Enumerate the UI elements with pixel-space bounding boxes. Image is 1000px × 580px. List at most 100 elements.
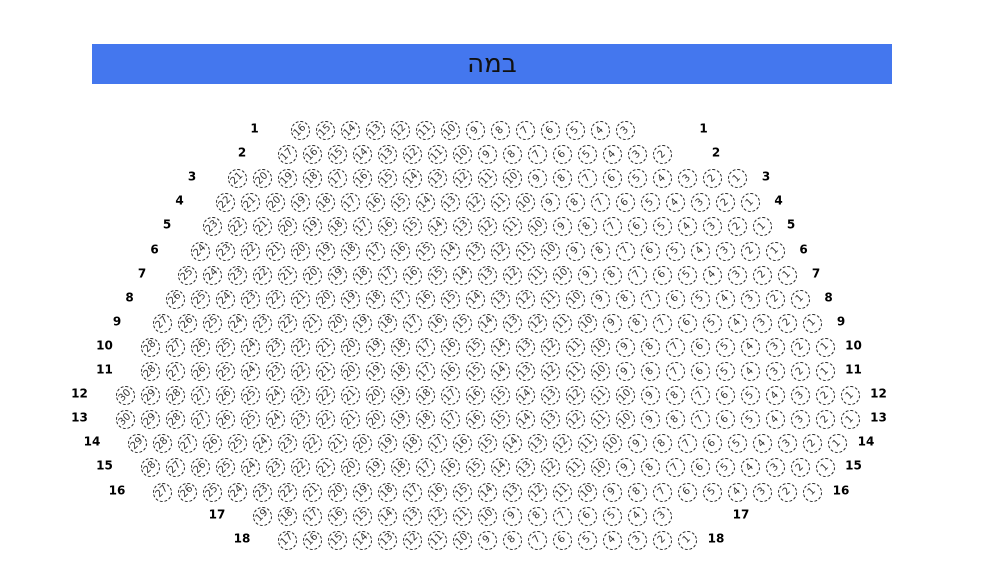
seat-row-4-8[interactable]: 8 <box>565 193 585 213</box>
seat-row-9-1[interactable]: 1 <box>803 313 822 333</box>
seat-row-16-22[interactable]: 22 <box>278 482 297 502</box>
seat-row-10-11[interactable]: 11 <box>565 337 585 357</box>
seat-row-14-25[interactable]: 25 <box>228 434 247 454</box>
seat-row-5-5[interactable]: 5 <box>653 217 672 237</box>
seat-row-4-9[interactable]: 9 <box>540 193 560 213</box>
seat-row-18-13[interactable]: 13 <box>378 530 397 550</box>
seat-row-1-12[interactable]: 12 <box>390 121 410 140</box>
seat-row-18-9[interactable]: 9 <box>478 530 497 550</box>
seat-row-7-13[interactable]: 13 <box>478 265 497 285</box>
seat-row-13-20[interactable]: 20 <box>365 410 385 430</box>
seat-row-15-3[interactable]: 3 <box>765 458 785 478</box>
seat-row-10-24[interactable]: 24 <box>240 337 260 357</box>
seat-row-4-14[interactable]: 14 <box>415 193 435 213</box>
seat-row-18-3[interactable]: 3 <box>628 530 647 550</box>
seat-row-11-22[interactable]: 22 <box>290 362 310 381</box>
seat-row-13-24[interactable]: 24 <box>265 410 285 430</box>
seat-row-2-14[interactable]: 14 <box>353 145 372 165</box>
seat-row-17-3[interactable]: 3 <box>653 506 672 526</box>
seat-row-7-9[interactable]: 9 <box>578 265 597 285</box>
seat-row-7-6[interactable]: 6 <box>653 265 672 285</box>
seat-row-5-1[interactable]: 1 <box>753 217 772 237</box>
seat-row-2-6[interactable]: 6 <box>553 145 572 165</box>
seat-row-12-22[interactable]: 22 <box>315 386 335 406</box>
seat-row-2-5[interactable]: 5 <box>578 145 597 165</box>
seat-row-6-17[interactable]: 17 <box>365 241 385 261</box>
seat-row-11-27[interactable]: 27 <box>165 362 185 381</box>
seat-row-14-7[interactable]: 7 <box>678 434 697 454</box>
seat-row-16-25[interactable]: 25 <box>203 482 222 502</box>
seat-row-9-26[interactable]: 26 <box>178 313 197 333</box>
seat-row-8-5[interactable]: 5 <box>690 289 710 309</box>
seat-row-14-12[interactable]: 12 <box>553 434 572 454</box>
seat-row-7-15[interactable]: 15 <box>428 265 447 285</box>
seat-row-13-2[interactable]: 2 <box>815 410 835 430</box>
seat-row-4-11[interactable]: 11 <box>490 193 510 213</box>
seat-row-16-1[interactable]: 1 <box>803 482 822 502</box>
seat-row-8-7[interactable]: 7 <box>640 289 660 309</box>
seat-row-16-11[interactable]: 11 <box>553 482 572 502</box>
seat-row-10-14[interactable]: 14 <box>490 337 510 357</box>
seat-row-10-1[interactable]: 1 <box>815 337 835 357</box>
seat-row-11-8[interactable]: 8 <box>640 362 660 381</box>
seat-row-3-15[interactable]: 15 <box>378 169 397 189</box>
seat-row-16-8[interactable]: 8 <box>628 482 647 502</box>
seat-row-11-2[interactable]: 2 <box>790 362 810 381</box>
seat-row-6-20[interactable]: 20 <box>290 241 310 261</box>
seat-row-15-26[interactable]: 26 <box>190 458 210 478</box>
seat-row-13-9[interactable]: 9 <box>640 410 660 430</box>
seat-row-11-20[interactable]: 20 <box>340 362 360 381</box>
seat-row-17-19[interactable]: 19 <box>253 506 272 526</box>
seat-row-8-16[interactable]: 16 <box>415 289 435 309</box>
seat-row-9-16[interactable]: 16 <box>428 313 447 333</box>
seat-row-9-5[interactable]: 5 <box>703 313 722 333</box>
seat-row-13-16[interactable]: 16 <box>465 410 485 430</box>
seat-row-11-24[interactable]: 24 <box>240 362 260 381</box>
seat-row-5-14[interactable]: 14 <box>428 217 447 237</box>
seat-row-4-15[interactable]: 15 <box>390 193 410 213</box>
seat-row-3-19[interactable]: 19 <box>278 169 297 189</box>
seat-row-4-4[interactable]: 4 <box>665 193 685 213</box>
seat-row-6-16[interactable]: 16 <box>390 241 410 261</box>
seat-row-6-21[interactable]: 21 <box>265 241 285 261</box>
seat-row-7-19[interactable]: 19 <box>328 265 347 285</box>
seat-row-13-27[interactable]: 27 <box>190 410 210 430</box>
seat-row-7-25[interactable]: 25 <box>178 265 197 285</box>
seat-row-13-13[interactable]: 13 <box>540 410 560 430</box>
seat-row-3-21[interactable]: 21 <box>228 169 247 189</box>
seat-row-4-6[interactable]: 6 <box>615 193 635 213</box>
seat-row-18-11[interactable]: 11 <box>428 530 447 550</box>
seat-row-15-14[interactable]: 14 <box>490 458 510 478</box>
seat-row-14-9[interactable]: 9 <box>628 434 647 454</box>
seat-row-5-22[interactable]: 22 <box>228 217 247 237</box>
seat-row-5-9[interactable]: 9 <box>553 217 572 237</box>
seat-row-15-18[interactable]: 18 <box>390 458 410 478</box>
seat-row-13-26[interactable]: 26 <box>215 410 235 430</box>
seat-row-13-23[interactable]: 23 <box>290 410 310 430</box>
seat-row-14-23[interactable]: 23 <box>278 434 297 454</box>
seat-row-17-7[interactable]: 7 <box>553 506 572 526</box>
seat-row-14-8[interactable]: 8 <box>653 434 672 454</box>
seat-row-11-10[interactable]: 10 <box>590 362 610 381</box>
seat-row-12-23[interactable]: 23 <box>290 386 310 406</box>
seat-row-9-25[interactable]: 25 <box>203 313 222 333</box>
seat-row-16-13[interactable]: 13 <box>503 482 522 502</box>
seat-row-8-4[interactable]: 4 <box>715 289 735 309</box>
seat-row-7-21[interactable]: 21 <box>278 265 297 285</box>
seat-row-17-9[interactable]: 9 <box>503 506 522 526</box>
seat-row-12-3[interactable]: 3 <box>790 386 810 406</box>
seat-row-4-18[interactable]: 18 <box>315 193 335 213</box>
seat-row-11-16[interactable]: 16 <box>440 362 460 381</box>
seat-row-9-6[interactable]: 6 <box>678 313 697 333</box>
seat-row-16-14[interactable]: 14 <box>478 482 497 502</box>
seat-row-2-9[interactable]: 9 <box>478 145 497 165</box>
seat-row-16-6[interactable]: 6 <box>678 482 697 502</box>
seat-row-15-25[interactable]: 25 <box>215 458 235 478</box>
seat-row-4-12[interactable]: 12 <box>465 193 485 213</box>
seat-row-15-6[interactable]: 6 <box>690 458 710 478</box>
seat-row-17-6[interactable]: 6 <box>578 506 597 526</box>
seat-row-10-21[interactable]: 21 <box>315 337 335 357</box>
seat-row-5-20[interactable]: 20 <box>278 217 297 237</box>
seat-row-6-23[interactable]: 23 <box>215 241 235 261</box>
seat-row-17-5[interactable]: 5 <box>603 506 622 526</box>
